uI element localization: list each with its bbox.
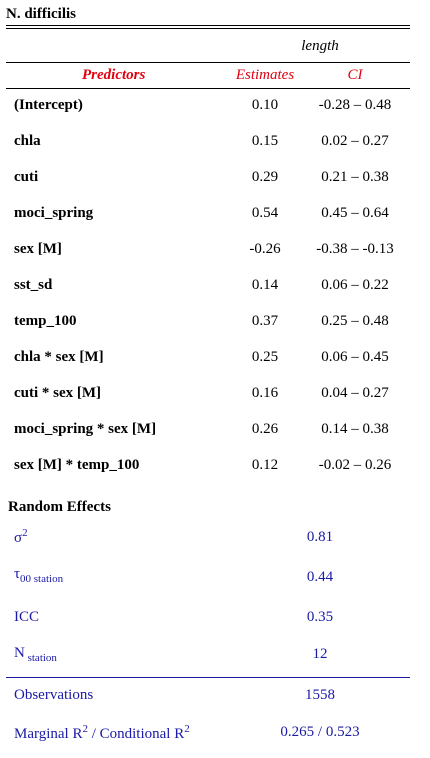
- dependent-variable-header: length: [301, 38, 339, 54]
- predictors-header: Predictors: [82, 67, 146, 83]
- predictor-name: sst_sd: [14, 277, 53, 293]
- header-rule: [6, 62, 410, 63]
- predictor-name: moci_spring * sex [M]: [14, 421, 157, 437]
- estimate-value: 0.14: [251, 277, 279, 293]
- ci-value: 0.04 – 0.27: [321, 385, 389, 401]
- tau-value: 0.44: [306, 569, 334, 585]
- predictor-name: chla * sex [M]: [14, 349, 104, 365]
- table-caption: N. difficilis: [6, 6, 76, 22]
- n-value: 12: [312, 646, 328, 662]
- estimate-value: 0.12: [251, 457, 279, 473]
- estimate-value: 0.37: [251, 313, 279, 329]
- predictor-name: temp_100: [14, 313, 77, 329]
- ci-value: -0.28 – 0.48: [318, 97, 392, 113]
- estimate-value: 0.26: [251, 421, 279, 437]
- estimate-value: 0.54: [251, 205, 279, 221]
- predictor-name: moci_spring: [14, 205, 94, 221]
- estimate-value: 0.29: [251, 169, 279, 185]
- estimate-value: 0.25: [251, 349, 279, 365]
- n-label: N station: [14, 645, 57, 664]
- fit-rule: [6, 677, 410, 678]
- icc-value: 0.35: [306, 609, 334, 625]
- ci-value: 0.25 – 0.48: [321, 313, 389, 329]
- n-subscript: station: [24, 652, 57, 664]
- predictor-name: cuti * sex [M]: [14, 385, 102, 401]
- r2-marginal-superscript: 2: [82, 723, 88, 735]
- estimate-value: 0.10: [251, 97, 279, 113]
- column-header-rule: [6, 88, 410, 89]
- r2-label: Marginal R2 / Conditional R2: [14, 723, 190, 743]
- r2-marginal: Marginal R: [14, 726, 83, 742]
- top-rule-1: [6, 25, 410, 26]
- ci-value: 0.06 – 0.22: [321, 277, 389, 293]
- random-effects-title: Random Effects: [8, 499, 111, 515]
- predictor-name: sex [M] * temp_100: [14, 457, 140, 473]
- estimate-value: 0.16: [251, 385, 279, 401]
- estimate-value: 0.15: [251, 133, 279, 149]
- r2-conditional: / Conditional R: [87, 726, 185, 742]
- ci-value: -0.02 – 0.26: [318, 457, 392, 473]
- observations-value: 1558: [305, 687, 335, 703]
- ci-value: 0.02 – 0.27: [321, 133, 389, 149]
- sigma-superscript: 2: [22, 527, 28, 539]
- sigma-symbol: σ: [14, 530, 23, 546]
- ci-value: 0.21 – 0.38: [321, 169, 389, 185]
- icc-label: ICC: [14, 609, 40, 625]
- ci-value: 0.14 – 0.38: [321, 421, 389, 437]
- ci-value: 0.06 – 0.45: [321, 349, 389, 365]
- predictor-name: sex [M]: [14, 241, 62, 257]
- observations-label: Observations: [14, 687, 94, 703]
- estimate-value: -0.26: [249, 241, 281, 257]
- ci-header: CI: [347, 67, 363, 83]
- tau-subscript: 00 station: [20, 573, 64, 585]
- r2-conditional-superscript: 2: [184, 723, 190, 735]
- predictor-name: chla: [14, 133, 41, 149]
- tau-label: τ00 station: [14, 566, 64, 585]
- predictor-name: cuti: [14, 169, 39, 185]
- ci-value: -0.38 – -0.13: [316, 241, 394, 257]
- tau-symbol: τ: [14, 566, 21, 582]
- sigma-value: 0.81: [306, 529, 334, 545]
- predictor-name: (Intercept): [14, 97, 83, 113]
- n-symbol: N: [14, 645, 25, 661]
- r2-value: 0.265 / 0.523: [280, 724, 360, 740]
- estimates-header: Estimates: [235, 67, 295, 83]
- sigma-label: σ2: [14, 527, 28, 547]
- ci-value: 0.45 – 0.64: [321, 205, 389, 221]
- top-rule-2: [6, 28, 410, 29]
